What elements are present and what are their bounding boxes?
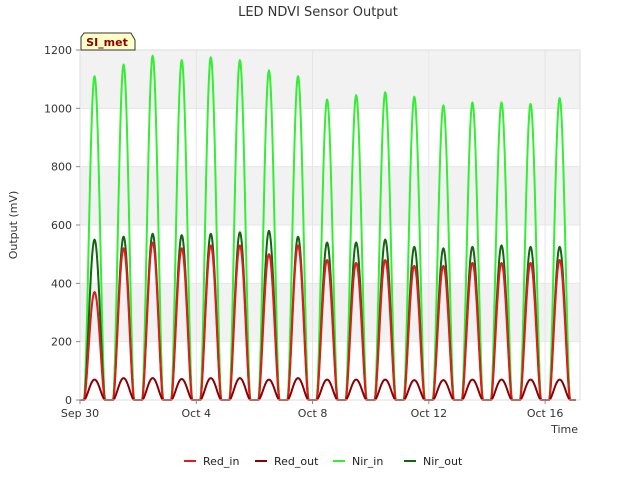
legend-label: Nir_in bbox=[352, 455, 383, 468]
y-tick-label: 600 bbox=[51, 219, 72, 232]
y-tick-label: 400 bbox=[51, 277, 72, 290]
legend-item-nir-in: Nir_in bbox=[333, 455, 383, 468]
x-axis-label: Time bbox=[550, 423, 578, 436]
x-axis-ticks: Sep 30 Oct 4 Oct 8 Oct 12 Oct 16 bbox=[61, 400, 563, 420]
legend-label: Nir_out bbox=[423, 455, 463, 468]
chart-title: LED NDVI Sensor Output bbox=[238, 5, 398, 20]
legend-item-red-in: Red_in bbox=[184, 455, 239, 468]
site-badge: SI_met bbox=[80, 32, 136, 51]
legend: Red_in Red_out Nir_in Nir_out bbox=[184, 455, 463, 468]
legend-item-red-out: Red_out bbox=[255, 455, 319, 468]
y-axis-ticks: 0 200 400 600 800 1000 1200 bbox=[44, 44, 80, 407]
plot-band bbox=[80, 341, 580, 400]
y-tick-label: 1000 bbox=[44, 102, 72, 115]
x-tick-label: Oct 16 bbox=[527, 407, 564, 420]
y-tick-label: 0 bbox=[65, 394, 72, 407]
y-tick-label: 800 bbox=[51, 161, 72, 174]
series-line-red-out bbox=[79, 377, 576, 401]
series-line-nir-in bbox=[79, 54, 576, 401]
badge-label: SI_met bbox=[86, 36, 128, 49]
x-tick-label: Oct 12 bbox=[411, 407, 448, 420]
y-tick-label: 1200 bbox=[44, 44, 72, 57]
x-tick-label: Oct 4 bbox=[182, 407, 212, 420]
y-axis-label: Output (mV) bbox=[7, 191, 20, 260]
plot-band bbox=[80, 50, 580, 109]
legend-label: Red_in bbox=[203, 455, 239, 468]
legend-item-nir-out: Nir_out bbox=[404, 455, 463, 468]
y-tick-label: 200 bbox=[51, 336, 72, 349]
series-line-red-in bbox=[79, 241, 576, 401]
x-tick-label: Sep 30 bbox=[61, 407, 99, 420]
series-layer bbox=[79, 54, 576, 401]
badge-shape bbox=[80, 32, 136, 51]
x-tick-label: Oct 8 bbox=[298, 407, 328, 420]
legend-label: Red_out bbox=[274, 455, 319, 468]
